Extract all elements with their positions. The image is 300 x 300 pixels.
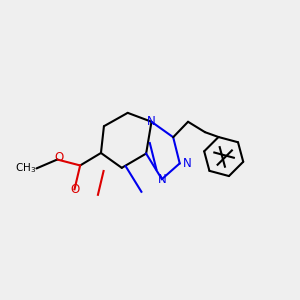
Text: N: N — [147, 115, 156, 128]
Text: O: O — [54, 151, 63, 164]
Text: O: O — [70, 183, 79, 196]
Text: N: N — [183, 157, 191, 170]
Text: N: N — [158, 172, 166, 186]
Text: CH$_3$: CH$_3$ — [15, 161, 37, 175]
